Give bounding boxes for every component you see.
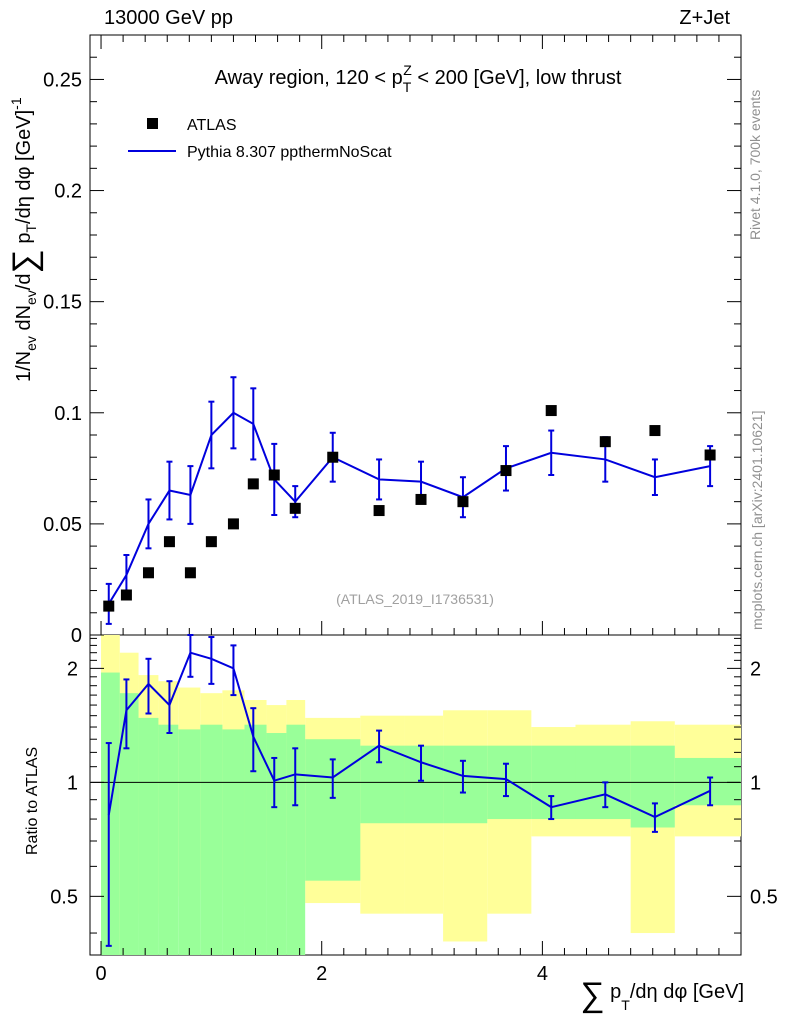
y-tick-label: 0 [71,625,82,647]
legend-data-marker [147,118,158,129]
y-tick-label: 0.05 [43,514,82,536]
mcplots-label: mcplots.cern.ch [arXiv:2401.10621] [749,411,765,630]
data-point [327,451,339,463]
data-point [373,505,385,517]
data-point [205,536,217,548]
axis-ticks: 0 2 4 0 0.05 0.1 0.15 0.2 0.25 0.5 0.5 1 1 2 2 [43,35,778,985]
band-inner-bin [222,729,245,955]
uncertainty-bands [101,635,741,955]
x-tick-label: 0 [95,963,106,985]
plot-title: Away region, 120 < pTZ < 200 [GeV], low … [215,62,622,95]
data-point [184,567,196,579]
mc-series-main [105,376,714,625]
ratio-tick-label: 2 [67,658,78,680]
header-right: Z+Jet [679,7,730,29]
header-left: 13000 GeV pp [104,7,233,29]
band-inner-bin [200,724,223,955]
data-point [247,478,259,490]
band-inner-bin [674,757,741,806]
data-point [500,465,512,477]
data-point [415,493,427,505]
x-axis-label: ∑ pT/dη dφ [GeV] [580,976,744,1014]
data-series-main [103,405,716,612]
mc-line [107,411,711,605]
band-inner-bin [119,693,139,955]
data-point [545,405,557,417]
ratio-tick-label: 1 [67,772,78,794]
band-outer-bin [443,710,488,942]
mc-series-ratio [105,634,714,947]
data-point [120,589,132,601]
analysis-watermark: (ATLAS_2019_I1736531) [336,591,494,607]
band-inner-bin [443,745,488,824]
band-inner-bin [138,717,159,955]
legend-mc-label: Pythia 8.307 ppthermNoScat [187,144,392,161]
band-inner-bin [178,729,201,955]
band-inner-bin [158,724,179,955]
data-point [649,425,661,437]
y-tick-label: 0.15 [43,292,82,314]
ratio-tick-label-right: 0.5 [750,886,778,908]
legend-data-label: ATLAS [187,117,237,134]
y-tick-label: 0.2 [54,181,82,203]
data-point [103,600,115,612]
rivet-label: Rivet 4.1.0, 700k events [747,90,763,240]
data-point [289,502,301,514]
x-tick-label: 4 [537,963,548,985]
band-inner-bin [630,745,675,828]
ratio-tick-label-right: 1 [750,772,761,794]
band-inner-bin [101,672,120,955]
data-point [227,518,239,530]
data-point [457,496,469,508]
ratio-y-label: Ratio to ATLAS [24,747,41,855]
data-point [268,469,280,481]
y-tick-label: 0.1 [54,403,82,425]
y-axis-label: 1/Nev dNev/d∑ pT/dη dφ [GeV]-1 [6,97,44,382]
ratio-tick-label: 0.5 [50,886,78,908]
data-point [704,449,716,461]
band-inner-bin [266,733,287,955]
data-point [599,436,611,448]
y-tick-label: 0.25 [43,69,82,91]
data-point [163,536,175,548]
band-inner-bin [360,745,405,824]
data-point [142,567,154,579]
x-tick-label: 2 [316,963,327,985]
ratio-tick-label-right: 2 [750,658,761,680]
